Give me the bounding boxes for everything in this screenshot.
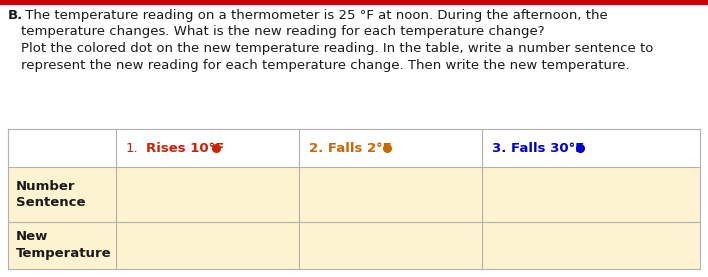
Bar (0, 0, 708, 5)
Text: 1.: 1. (126, 142, 139, 155)
Bar (8, 167, 700, 222)
Text: B.: B. (8, 9, 23, 22)
Bar (8, 129, 700, 167)
Text: 3. Falls 30°F: 3. Falls 30°F (492, 142, 584, 155)
Bar (8, 222, 700, 269)
Text: The temperature reading on a thermometer is 25 °F at noon. During the afternoon,: The temperature reading on a thermometer… (21, 9, 653, 71)
Text: Rises 10°F: Rises 10°F (146, 142, 224, 155)
Text: Number
Sentence: Number Sentence (16, 179, 86, 209)
Text: 2. Falls 2°F: 2. Falls 2°F (309, 142, 392, 155)
Text: New
Temperature: New Temperature (16, 230, 112, 260)
